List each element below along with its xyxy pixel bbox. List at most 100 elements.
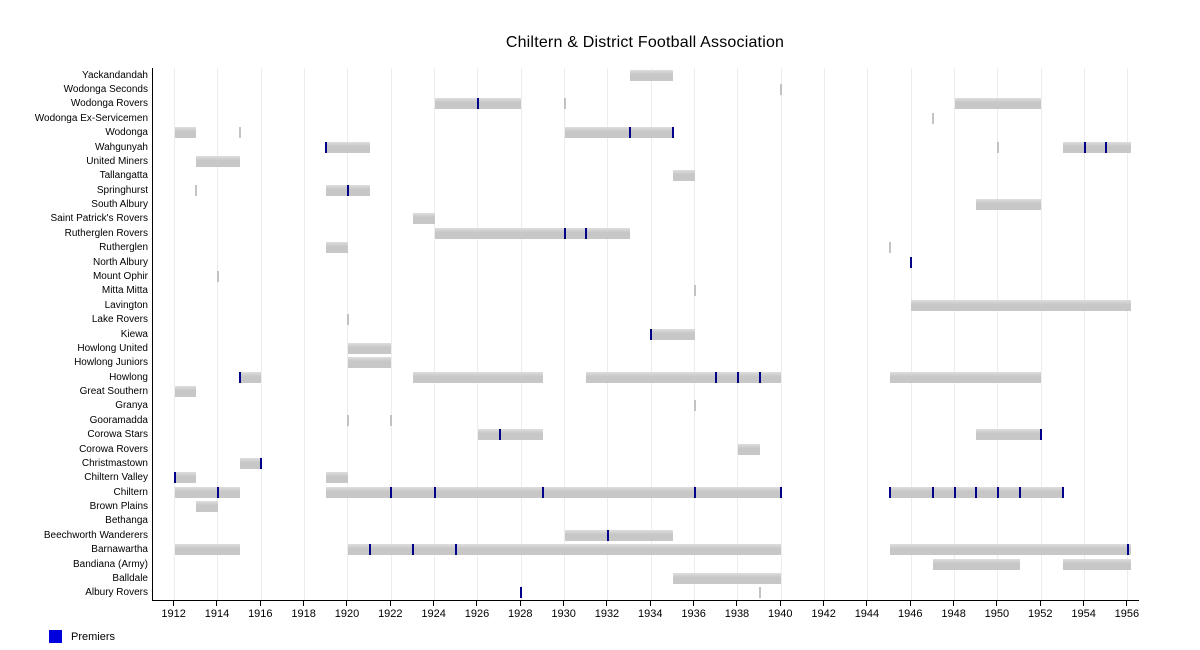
team-label: Albury Rovers: [85, 587, 148, 599]
x-axis-tick: [216, 601, 218, 606]
premier-tick: [368, 544, 371, 556]
x-axis-tick: [649, 601, 651, 606]
gridline: [347, 68, 349, 600]
x-axis-tick: [303, 601, 305, 606]
stint-tick: [931, 112, 934, 124]
membership-bar: [651, 328, 695, 340]
membership-bar: [976, 199, 1042, 211]
premier-tick: [238, 371, 241, 383]
x-axis-tick-label: 1926: [464, 608, 490, 620]
premier-tick: [758, 371, 761, 383]
gridline: [867, 68, 869, 600]
membership-bar: [586, 371, 782, 383]
x-axis-tick: [259, 601, 261, 606]
x-axis-tick: [1083, 601, 1085, 606]
x-axis-tick: [1126, 601, 1128, 606]
membership-bar: [326, 486, 782, 498]
stint-tick: [780, 84, 783, 96]
membership-bar: [174, 472, 197, 484]
team-label: Corowa Rovers: [79, 443, 148, 455]
membership-bar: [412, 371, 543, 383]
chart-title: Chiltern & District Football Association: [505, 34, 785, 51]
membership-bar: [239, 371, 262, 383]
membership-bar: [737, 443, 760, 455]
membership-bar: [1062, 558, 1132, 570]
team-label: Wodonga Rovers: [70, 98, 148, 110]
x-axis-tick-label: 1932: [594, 608, 620, 620]
premier-tick: [1061, 486, 1064, 498]
x-axis-tick-label: 1936: [681, 608, 706, 620]
gridline: [1127, 68, 1129, 600]
premier-tick: [650, 328, 653, 340]
gridline: [260, 68, 262, 600]
x-axis-tick-label: 1948: [941, 608, 966, 620]
x-axis-tick: [476, 601, 478, 606]
membership-bar: [932, 558, 1020, 570]
premier-tick: [975, 486, 978, 498]
gridline: [564, 68, 566, 600]
membership-bar: [477, 429, 543, 441]
membership-bar: [196, 155, 240, 167]
x-axis-tick: [563, 601, 565, 606]
team-label: Wodonga Seconds: [63, 84, 148, 96]
x-axis-tick: [909, 601, 911, 606]
gridline: [217, 68, 219, 600]
premier-tick: [411, 544, 414, 556]
team-label: Springhurst: [96, 184, 148, 196]
x-axis-tick: [996, 601, 998, 606]
team-label: Balldale: [112, 572, 148, 584]
team-label: Brown Plains: [89, 501, 148, 513]
membership-bar: [889, 544, 1132, 556]
x-axis-tick-label: 1938: [724, 608, 750, 620]
team-label: Barnawartha: [91, 544, 148, 556]
gridline: [434, 68, 436, 600]
gridline: [910, 68, 912, 600]
membership-bar: [347, 342, 392, 354]
stint-tick: [346, 314, 349, 326]
x-axis-tick: [173, 601, 175, 606]
gridline: [607, 68, 609, 600]
premier-tick: [693, 486, 696, 498]
timeline-plot: [152, 68, 1139, 601]
membership-bar: [954, 98, 1042, 110]
team-label: Wodonga Ex-Servicemen: [34, 112, 148, 124]
team-label: Rutherglen: [99, 242, 148, 254]
team-label: Mitta Mitta: [101, 285, 148, 297]
gridline: [780, 68, 782, 600]
team-label: Corowa Stars: [87, 429, 148, 441]
x-axis-tick-label: 1920: [334, 608, 360, 620]
team-label: Yackandandah: [82, 69, 148, 81]
x-axis-tick-label: 1914: [204, 608, 230, 620]
team-label: Christmastown: [81, 457, 148, 469]
membership-bar: [976, 429, 1042, 441]
premier-tick: [628, 127, 631, 139]
x-axis-tick-label: 1944: [854, 608, 880, 620]
legend: Premiers: [49, 630, 115, 643]
stint-tick: [238, 127, 241, 139]
premier-tick: [1105, 141, 1108, 153]
premier-tick: [736, 371, 739, 383]
team-label: Granya: [115, 400, 148, 412]
legend-premiers-swatch: [49, 630, 62, 643]
x-axis-tick-label: 1956: [1114, 608, 1140, 620]
premier-tick: [953, 486, 956, 498]
team-label: Kiewa: [120, 328, 148, 340]
membership-bar: [629, 69, 673, 81]
x-axis: 1912 1914 1916 1918 1920 1922 1924 1926 1928 1930…: [152, 601, 1139, 631]
premier-tick: [1126, 544, 1129, 556]
premier-tick: [173, 472, 176, 484]
gridline: [1040, 68, 1042, 600]
x-axis-tick: [346, 601, 348, 606]
stint-tick: [563, 98, 566, 110]
x-axis-tick-label: 1930: [551, 608, 576, 620]
team-label: Tallangatta: [99, 170, 148, 182]
team-label: Lavington: [104, 299, 148, 311]
gridline: [390, 68, 392, 600]
membership-bar: [911, 299, 1132, 311]
premier-tick: [325, 141, 328, 153]
legend-premiers-label: Premiers: [71, 630, 116, 643]
team-label: Rutherglen Rovers: [64, 227, 148, 239]
x-axis-tick: [389, 601, 391, 606]
stint-tick: [996, 141, 999, 153]
gridline: [477, 68, 479, 600]
